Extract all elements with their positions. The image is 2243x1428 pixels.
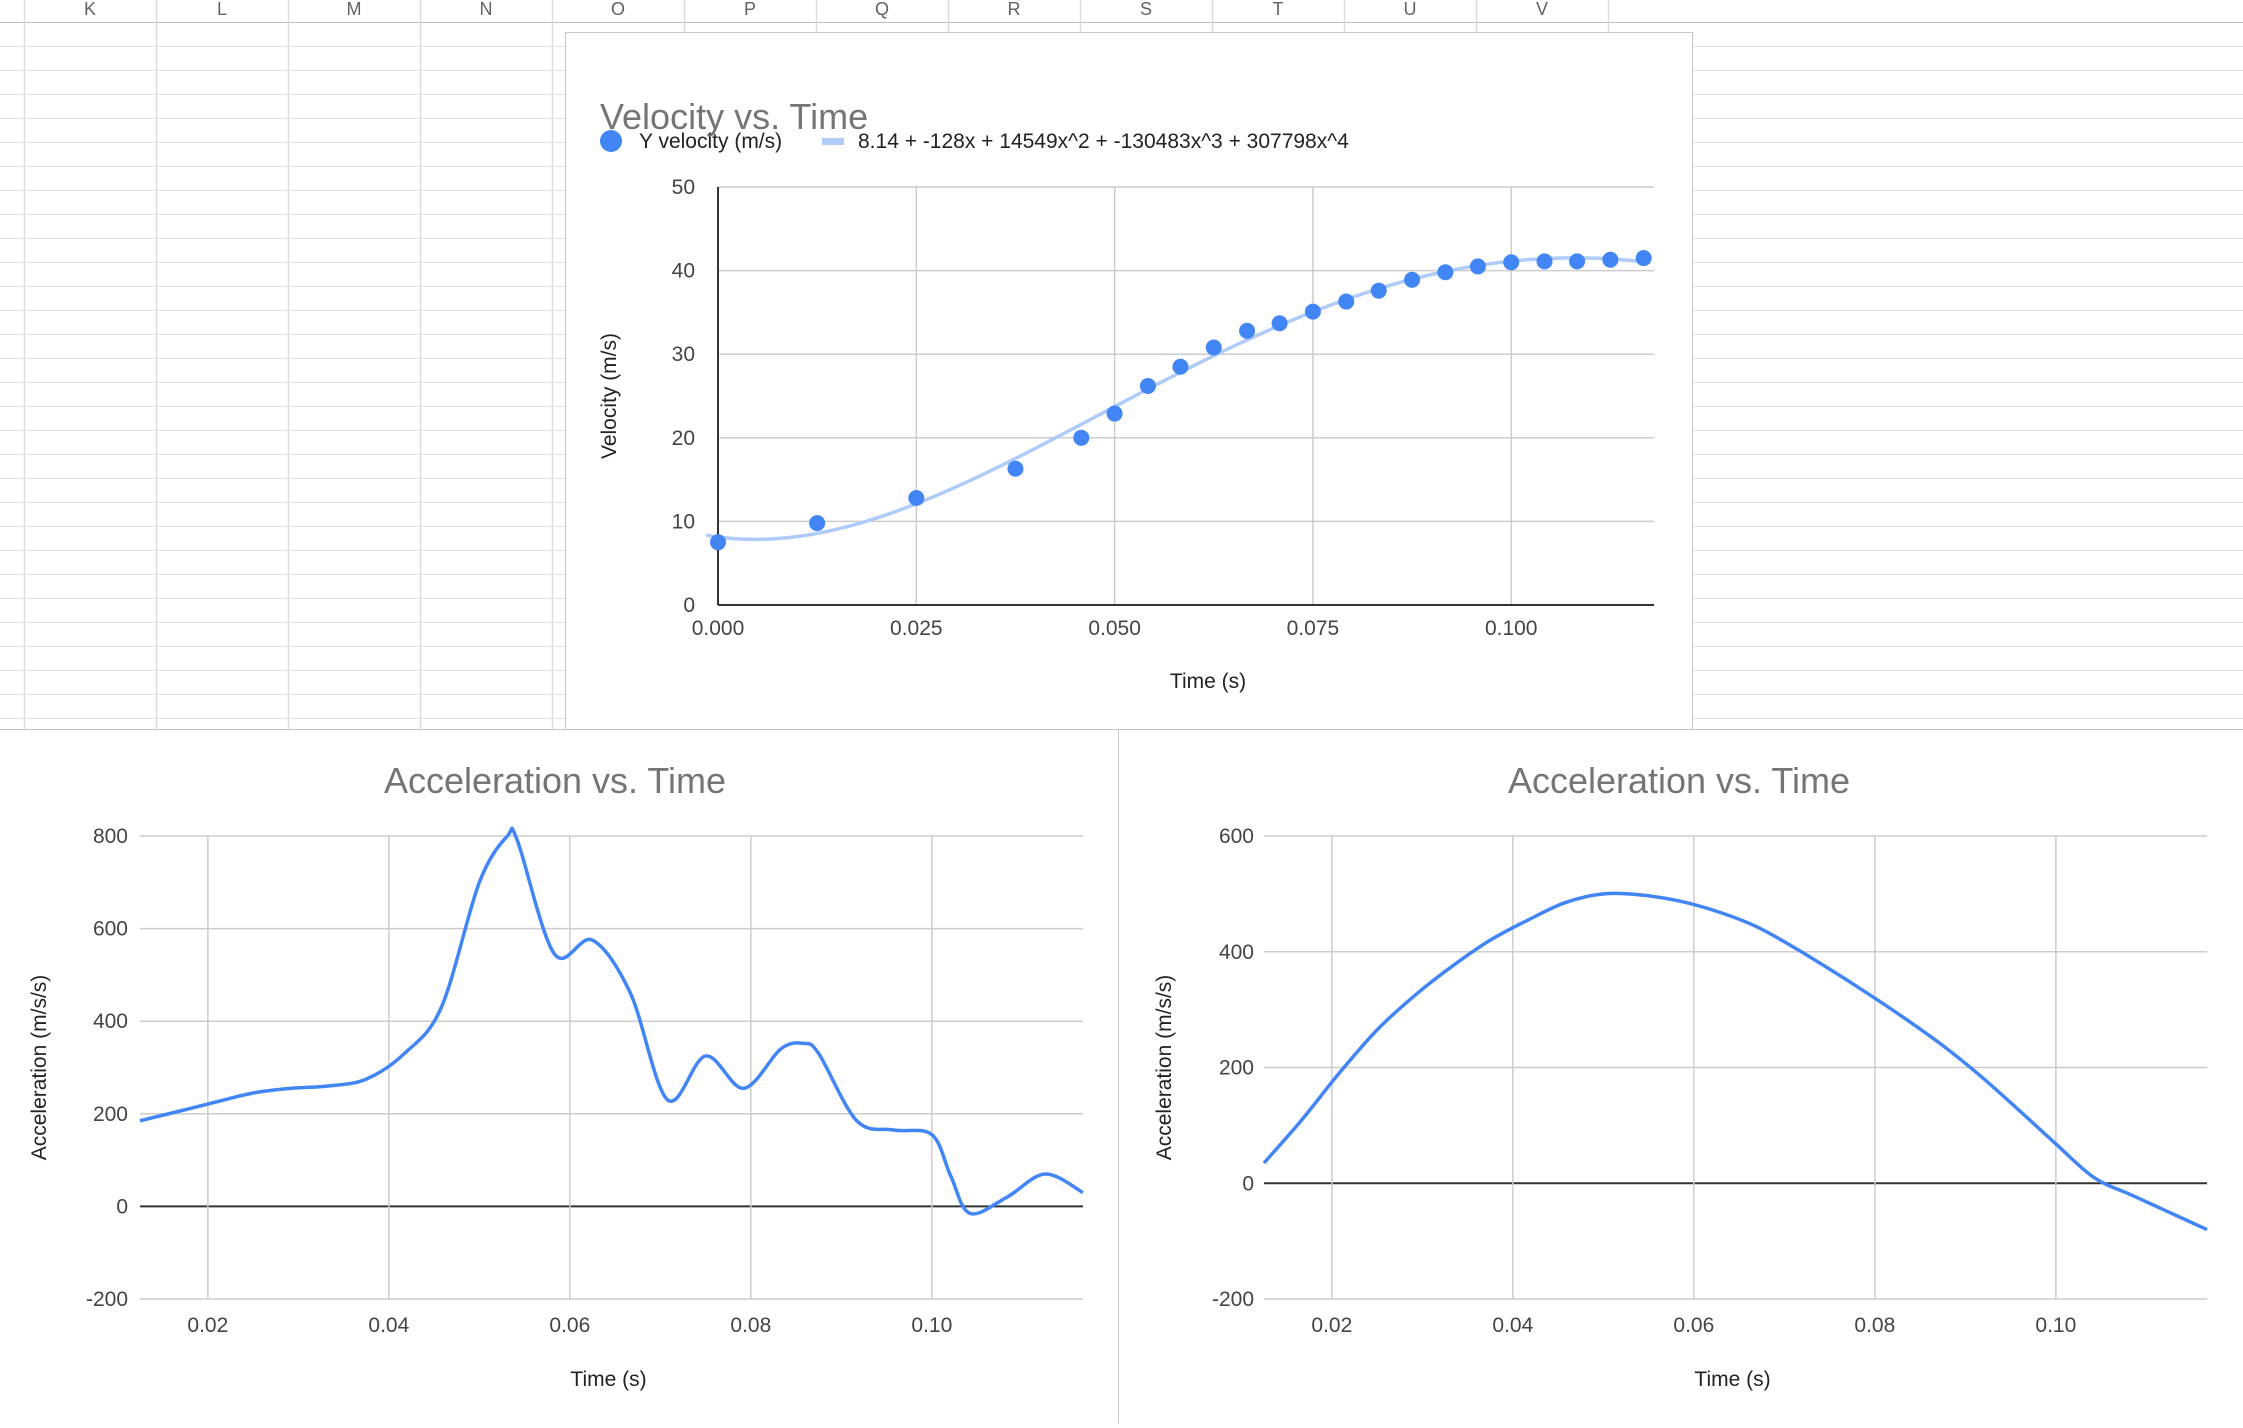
y-axis-title: Acceleration (m/s/s)	[1153, 975, 1176, 1161]
x-tick-label: 0.10	[2035, 1314, 2076, 1337]
column-header-N: N	[480, 0, 493, 19]
x-tick-label: 0.06	[1673, 1314, 1714, 1337]
data-point	[1172, 358, 1189, 375]
y-axis-title: Acceleration (m/s/s)	[28, 975, 51, 1161]
data-point	[1338, 293, 1355, 310]
y-tick-label: 0	[683, 594, 695, 617]
y-tick-label: -200	[1212, 1288, 1254, 1311]
column-header-R: R	[1008, 0, 1021, 19]
y-tick-label: 10	[672, 510, 695, 533]
data-point	[1304, 303, 1321, 320]
x-tick-label: 0.08	[730, 1314, 771, 1337]
y-tick-label: -200	[86, 1288, 128, 1311]
y-axis-title: Velocity (m/s)	[598, 333, 621, 459]
x-axis-title: Time (s)	[1170, 670, 1246, 693]
y-tick-label: 800	[93, 825, 128, 848]
column-header-M: M	[347, 0, 362, 19]
column-header-K: K	[84, 0, 96, 19]
acceleration-line	[1262, 891, 2208, 1232]
x-tick-label: 0.100	[1485, 617, 1538, 640]
column-header-U: U	[1404, 0, 1417, 19]
x-axis-title: Time (s)	[1694, 1368, 1770, 1391]
column-header-V: V	[1536, 0, 1548, 19]
y-tick-label: 600	[93, 918, 128, 941]
x-tick-label: 0.10	[911, 1314, 952, 1337]
column-header-P: P	[744, 0, 756, 19]
data-point	[1404, 271, 1421, 288]
data-point	[1469, 258, 1486, 275]
x-tick-label: 0.000	[692, 617, 745, 640]
y-tick-label: 40	[672, 260, 695, 283]
legend-marker-y-velocity	[600, 130, 622, 152]
x-tick-label: 0.08	[1854, 1314, 1895, 1337]
y-tick-label: 50	[672, 176, 695, 199]
column-header-L: L	[217, 0, 227, 19]
data-point	[1139, 377, 1156, 394]
acceleration-chart-right-svg: Acceleration vs. Time -200 0 200 400 600 0.02 0…	[1153, 760, 2208, 1391]
acceleration-chart-right[interactable]: Acceleration vs. Time -200 0 200 400 600 0.02 0…	[1119, 729, 2243, 1423]
data-point	[1569, 253, 1586, 270]
y-tick-label: 600	[1219, 825, 1254, 848]
data-point	[1073, 429, 1090, 446]
x-tick-label: 0.02	[1311, 1314, 1352, 1337]
x-tick-label: 0.04	[368, 1314, 409, 1337]
chart-title: Velocity vs. Time	[600, 96, 868, 137]
column-header-row	[0, 0, 2243, 22]
chart-title: Acceleration vs. Time	[384, 760, 726, 801]
data-point	[1536, 253, 1553, 270]
column-header-S: S	[1140, 0, 1152, 19]
velocity-chart-svg: Velocity vs. Time 0 10 20 30 40 50 0.000 0.025 0.…	[598, 96, 1654, 693]
data-point	[710, 534, 726, 551]
data-point	[1370, 282, 1387, 299]
data-point	[1239, 322, 1256, 339]
x-axis-title: Time (s)	[570, 1368, 646, 1391]
data-point	[1503, 254, 1520, 271]
x-tick-label: 0.06	[549, 1314, 590, 1337]
column-header-T: T	[1273, 0, 1284, 19]
data-point	[1106, 405, 1123, 422]
x-tick-label: 0.025	[890, 617, 943, 640]
data-point	[809, 515, 826, 532]
chart-title: Acceleration vs. Time	[1508, 760, 1850, 801]
y-tick-label: 0	[1242, 1172, 1254, 1195]
y-tick-label: 0	[116, 1195, 128, 1218]
x-tick-label: 0.02	[187, 1314, 228, 1337]
column-header-Q: Q	[875, 0, 889, 19]
y-tick-label: 20	[672, 427, 695, 450]
data-point	[1602, 251, 1619, 268]
legend-label-y-velocity: Y velocity (m/s)	[639, 130, 782, 153]
data-point	[1007, 460, 1024, 477]
y-tick-label: 30	[672, 343, 695, 366]
data-point	[1437, 264, 1454, 281]
column-header-O: O	[611, 0, 625, 19]
x-tick-label: 0.075	[1287, 617, 1340, 640]
data-point	[908, 489, 925, 506]
legend-label-trendline: 8.14 + -128x + 14549x^2 + -130483x^3 + 3…	[858, 130, 1349, 153]
y-tick-label: 200	[93, 1103, 128, 1126]
acceleration-line	[139, 826, 1084, 1216]
acceleration-chart-left[interactable]: Acceleration vs. Time -200 0 200 400 600 800 0.…	[0, 729, 1119, 1423]
trendline	[705, 256, 1651, 542]
data-point	[1271, 315, 1288, 332]
y-tick-label: 200	[1219, 1057, 1254, 1080]
y-tick-label: 400	[1219, 941, 1254, 964]
velocity-chart[interactable]: Velocity vs. Time 0 10 20 30 40 50 0.000 0.025 0.…	[565, 32, 1693, 731]
x-tick-label: 0.04	[1492, 1314, 1533, 1337]
data-point	[1205, 339, 1222, 356]
x-tick-label: 0.050	[1088, 617, 1141, 640]
legend-marker-trendline	[822, 138, 844, 145]
data-point	[1635, 250, 1652, 267]
acceleration-chart-left-svg: Acceleration vs. Time -200 0 200 400 600 800 0.…	[28, 760, 1084, 1391]
y-tick-label: 400	[93, 1010, 128, 1033]
